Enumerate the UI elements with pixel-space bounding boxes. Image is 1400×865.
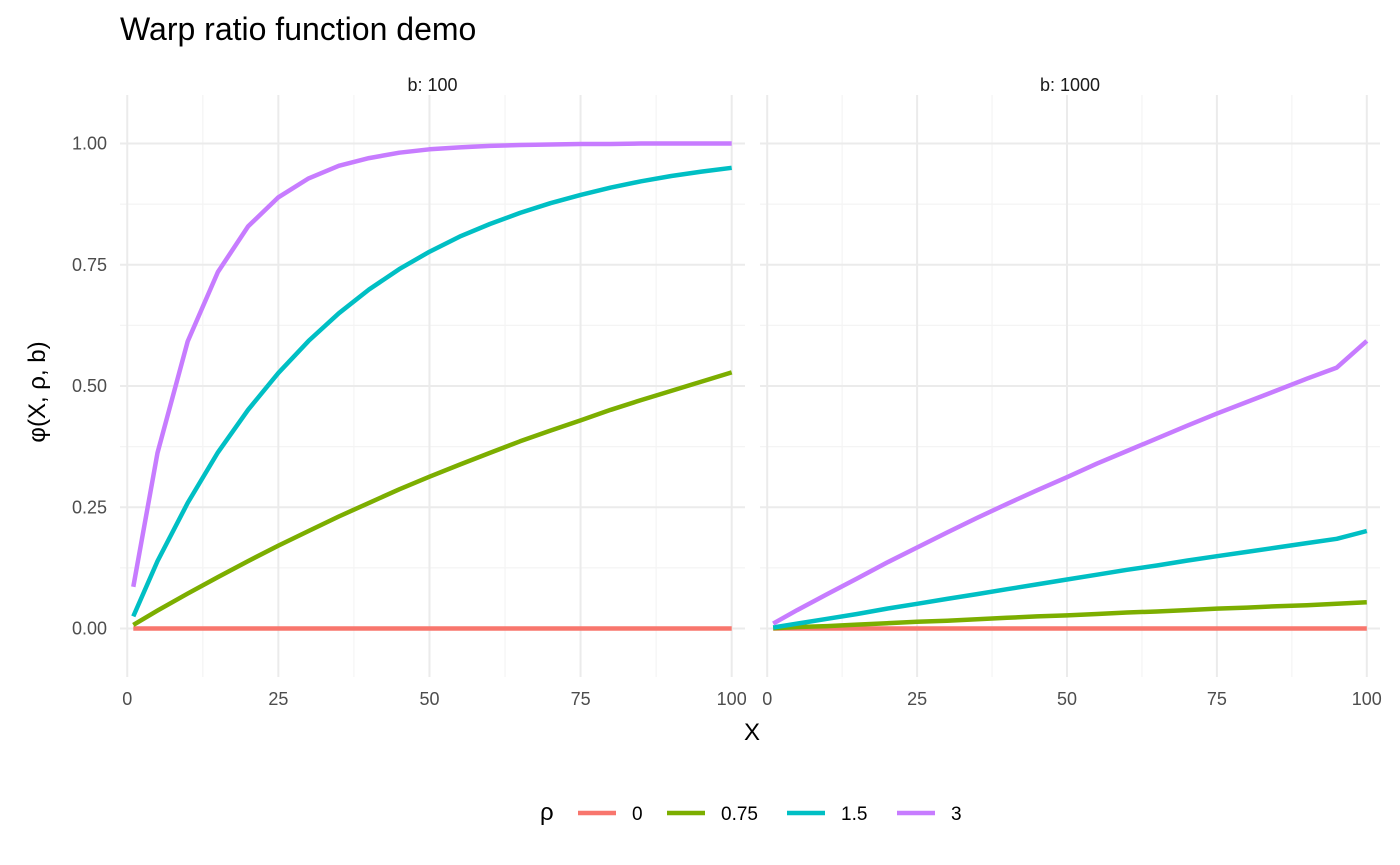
legend-title: ρ <box>540 799 554 826</box>
series-line-rho-0.75 <box>132 370 733 627</box>
x-tick-label: 25 <box>907 689 927 709</box>
x-tick-label: 100 <box>717 689 747 709</box>
legend: ρ 0 0.75 1.5 3 <box>540 799 962 826</box>
series-line-rho-3 <box>131 141 732 588</box>
x-axis-title: X <box>744 719 760 746</box>
y-tick-label: 0.00 <box>72 619 107 639</box>
series-line-rho-0.75 <box>773 600 1367 631</box>
x-tick-label: 75 <box>571 689 591 709</box>
y-tick-label: 0.50 <box>72 376 107 396</box>
y-tick-label: 0.25 <box>72 497 107 517</box>
x-tick-label: 25 <box>268 689 288 709</box>
x-tick-label: 0 <box>122 689 132 709</box>
series-line-rho-3 <box>772 339 1369 626</box>
y-tick-label: 1.00 <box>72 134 107 154</box>
facet-panel-b-1000: b: 1000 <box>760 75 1380 677</box>
legend-label-rho-0.75: 0.75 <box>721 804 758 825</box>
y-tick-label: 0.75 <box>72 255 107 275</box>
y-axis-ticks: 0.00 0.25 0.50 0.75 1.00 <box>72 134 107 639</box>
series-line-rho-1.5 <box>772 528 1368 630</box>
legend-label-rho-1.5: 1.5 <box>841 804 867 825</box>
facet-strip-label: b: 100 <box>407 75 457 95</box>
chart-title: Warp ratio function demo <box>120 11 476 47</box>
facet-panel-b-100: b: 100 <box>120 75 745 677</box>
series-line-rho-1.5 <box>131 165 732 618</box>
legend-label-rho-0: 0 <box>632 804 643 825</box>
x-tick-label: 0 <box>762 689 772 709</box>
x-axis-ticks: 0 25 50 75 100 0 25 50 75 100 <box>122 689 1382 709</box>
facet-strip-label: b: 1000 <box>1040 75 1100 95</box>
x-tick-label: 50 <box>419 689 439 709</box>
x-tick-label: 50 <box>1057 689 1077 709</box>
y-axis-title: φ(X, ρ, b) <box>24 341 51 442</box>
x-tick-label: 75 <box>1207 689 1227 709</box>
legend-label-rho-3: 3 <box>951 804 962 825</box>
x-tick-label: 100 <box>1352 689 1382 709</box>
